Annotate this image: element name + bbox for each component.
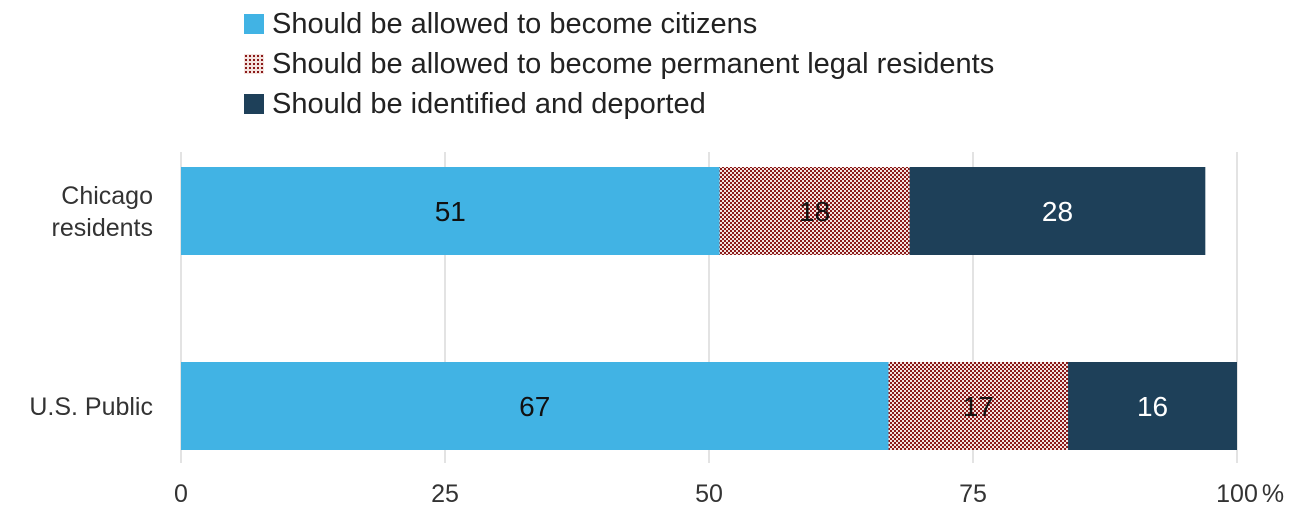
x-tick-label: 25 — [431, 480, 459, 506]
category-labels: Chicago residents U.S. Public — [29, 182, 153, 421]
x-tick-label: 100 — [1216, 480, 1258, 506]
x-tick-label: 75 — [959, 480, 987, 506]
bar-segment — [1068, 362, 1237, 450]
bar-segment — [888, 362, 1069, 450]
bar-segment — [181, 167, 720, 255]
legend-item: Should be allowed to become citizens — [244, 4, 994, 44]
bar-value-label: 51 — [435, 196, 466, 227]
category-label-line: residents — [52, 214, 153, 242]
bar-segment — [909, 167, 1206, 255]
legend: Should be allowed to become citizens Shou… — [244, 4, 994, 124]
bar-value-label: 67 — [519, 391, 550, 422]
x-axis-ticks: 0 25 50 75 100% — [174, 480, 1284, 506]
category-label: U.S. Public — [29, 393, 153, 421]
category-label-line: Chicago — [61, 182, 153, 210]
bar-segment — [181, 362, 889, 450]
legend-label: Should be allowed to become citizens — [272, 7, 758, 40]
bar-value-label: 16 — [1137, 391, 1168, 422]
bar-value-label: 17 — [963, 391, 994, 422]
legend-swatch — [244, 14, 264, 34]
category-label: Chicago residents — [52, 182, 153, 242]
legend-swatch — [244, 54, 264, 74]
legend-swatch — [244, 94, 264, 114]
category-label-line: U.S. Public — [29, 393, 153, 421]
bar-value-label: 18 — [799, 196, 830, 227]
x-unit-label: % — [1262, 480, 1284, 506]
x-tick-label: 50 — [695, 480, 723, 506]
legend-item: Should be identified and deported — [244, 84, 994, 124]
bar-segment — [719, 167, 910, 255]
legend-label: Should be identified and deported — [272, 87, 706, 120]
x-tick-label: 0 — [174, 480, 188, 506]
legend-label: Should be allowed to become permanent le… — [272, 47, 995, 80]
legend-item: Should be allowed to become permanent le… — [244, 44, 994, 84]
bar-value-label: 28 — [1042, 196, 1073, 227]
bars: 51 18 28 67 17 16 — [181, 167, 1237, 450]
